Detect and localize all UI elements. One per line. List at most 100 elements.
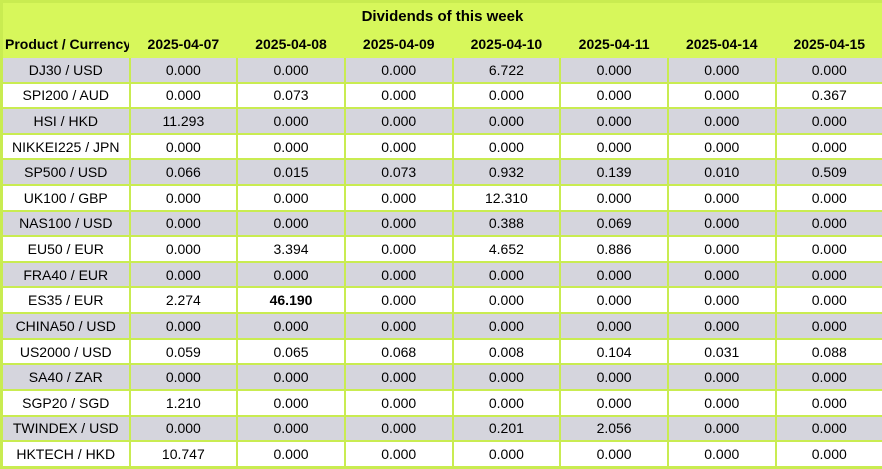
table-row: NIKKEI225 / JPN 0.000 0.000 0.000 0.000 0.000…: [0, 132, 882, 161]
value-cell: 0.000: [774, 184, 882, 212]
product-cell: SP500 / USD: [0, 158, 131, 187]
value-cell: 0.000: [343, 184, 454, 212]
table-row: HSI / HKD 11.293 0.000 0.000 0.000 0.000 0.000…: [0, 107, 882, 135]
value-cell: 0.066: [128, 158, 239, 187]
value-cell: 0.000: [666, 132, 777, 161]
value-cell: 0.000: [343, 235, 454, 263]
value-cell: 0.000: [559, 107, 669, 135]
value-cell: 2.056: [559, 414, 669, 443]
value-cell: 0.000: [128, 260, 239, 289]
value-cell: 0.000: [774, 132, 882, 161]
table-row: UK100 / GBP 0.000 0.000 0.000 12.310 0.000 0.0…: [0, 184, 882, 212]
value-cell: 0.000: [451, 132, 562, 161]
product-cell: ES35 / EUR: [0, 286, 131, 315]
value-cell: 0.010: [666, 158, 777, 187]
value-cell: 0.000: [128, 209, 239, 238]
product-currency-header: Product / Currency: [0, 29, 131, 58]
value-cell: 0.069: [559, 209, 669, 238]
value-cell: 0.000: [343, 440, 454, 469]
date-header: 2025-04-07: [128, 29, 239, 58]
table-row: ES35 / EUR 2.274 46.190 0.000 0.000 0.000 0.00…: [0, 286, 882, 315]
product-cell: UK100 / GBP: [0, 184, 131, 212]
date-header: 2025-04-10: [451, 29, 562, 58]
table-row: SGP20 / SGD 1.210 0.000 0.000 0.000 0.000 0.00…: [0, 388, 882, 417]
date-header: 2025-04-11: [559, 29, 669, 58]
value-cell: 0.000: [666, 286, 777, 315]
product-cell: HSI / HKD: [0, 107, 131, 135]
value-cell: 0.000: [666, 363, 777, 391]
value-cell: 3.394: [236, 235, 346, 263]
table-row: FRA40 / EUR 0.000 0.000 0.000 0.000 0.000 0.00…: [0, 260, 882, 289]
value-cell: 0.000: [128, 132, 239, 161]
value-cell: 0.000: [774, 107, 882, 135]
value-cell: 0.000: [774, 260, 882, 289]
value-cell: 0.000: [236, 209, 346, 238]
product-cell: NIKKEI225 / JPN: [0, 132, 131, 161]
value-cell: 0.000: [236, 132, 346, 161]
product-cell: FRA40 / EUR: [0, 260, 131, 289]
product-cell: TWINDEX / USD: [0, 414, 131, 443]
value-cell: 0.000: [666, 312, 777, 340]
product-cell: SA40 / ZAR: [0, 363, 131, 391]
value-cell: 0.000: [666, 209, 777, 238]
product-cell: DJ30 / USD: [0, 56, 131, 84]
value-cell: 0.000: [343, 107, 454, 135]
value-cell: 0.000: [451, 388, 562, 417]
value-cell: 0.059: [128, 337, 239, 366]
value-cell: 0.000: [559, 440, 669, 469]
value-cell: 0.073: [236, 81, 346, 110]
table-row: HKTECH / HKD 10.747 0.000 0.000 0.000 0.000 0.…: [0, 440, 882, 469]
value-cell: 0.000: [666, 414, 777, 443]
value-cell: 0.000: [236, 388, 346, 417]
value-cell: 1.210: [128, 388, 239, 417]
value-cell: 0.000: [343, 414, 454, 443]
value-cell: 0.000: [128, 235, 239, 263]
table-head: Dividends of this week Product / Currenc…: [0, 0, 882, 58]
value-cell: 0.000: [128, 414, 239, 443]
table-row: SPI200 / AUD 0.000 0.073 0.000 0.000 0.000 0.0…: [0, 81, 882, 110]
value-cell: 0.000: [666, 56, 777, 84]
value-cell: 0.367: [774, 81, 882, 110]
value-cell: 0.000: [128, 363, 239, 391]
value-cell: 0.073: [343, 158, 454, 187]
table-row: TWINDEX / USD 0.000 0.000 0.000 0.201 2.056 0.…: [0, 414, 882, 443]
table-row: EU50 / EUR 0.000 3.394 0.000 4.652 0.886 0.000…: [0, 235, 882, 263]
product-cell: SPI200 / AUD: [0, 81, 131, 110]
table-row: SP500 / USD 0.066 0.015 0.073 0.932 0.139 0.01…: [0, 158, 882, 187]
value-cell: 0.000: [774, 414, 882, 443]
value-cell: 0.000: [559, 81, 669, 110]
value-cell: 10.747: [128, 440, 239, 469]
value-cell: 0.000: [236, 184, 346, 212]
value-cell: 11.293: [128, 107, 239, 135]
table-body: DJ30 / USD 0.000 0.000 0.000 6.722 0.000 0.000…: [0, 56, 882, 469]
value-cell: 0.000: [451, 440, 562, 469]
value-cell: 0.000: [666, 184, 777, 212]
value-cell: 0.000: [559, 312, 669, 340]
value-cell: 0.000: [343, 132, 454, 161]
value-cell: 0.000: [128, 312, 239, 340]
value-cell: 0.139: [559, 158, 669, 187]
value-cell: 0.000: [128, 184, 239, 212]
value-cell: 0.000: [774, 286, 882, 315]
value-cell: 0.000: [236, 312, 346, 340]
column-header-row: Product / Currency 2025-04-07 2025-04-08 20…: [0, 29, 882, 58]
value-cell: 0.000: [666, 107, 777, 135]
value-cell: 0.000: [343, 363, 454, 391]
date-header: 2025-04-09: [343, 29, 454, 58]
value-cell: 0.068: [343, 337, 454, 366]
table-row: CHINA50 / USD 0.000 0.000 0.000 0.000 0.000 0.…: [0, 312, 882, 340]
value-cell: 0.000: [559, 388, 669, 417]
page-title: Dividends of this week: [0, 0, 882, 30]
value-cell: 2.274: [128, 286, 239, 315]
value-cell: 0.000: [774, 209, 882, 238]
value-cell: 12.310: [451, 184, 562, 212]
value-cell: 0.000: [451, 107, 562, 135]
table-row: US2000 / USD 0.059 0.065 0.068 0.008 0.104 0.0…: [0, 337, 882, 366]
value-cell: 0.000: [451, 312, 562, 340]
value-cell: 0.000: [343, 56, 454, 84]
value-cell: 0.509: [774, 158, 882, 187]
value-cell: 0.000: [451, 81, 562, 110]
value-cell: 0.000: [774, 56, 882, 84]
value-cell: 0.000: [666, 260, 777, 289]
